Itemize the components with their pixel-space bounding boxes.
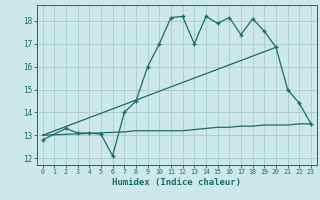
X-axis label: Humidex (Indice chaleur): Humidex (Indice chaleur) — [112, 178, 241, 187]
